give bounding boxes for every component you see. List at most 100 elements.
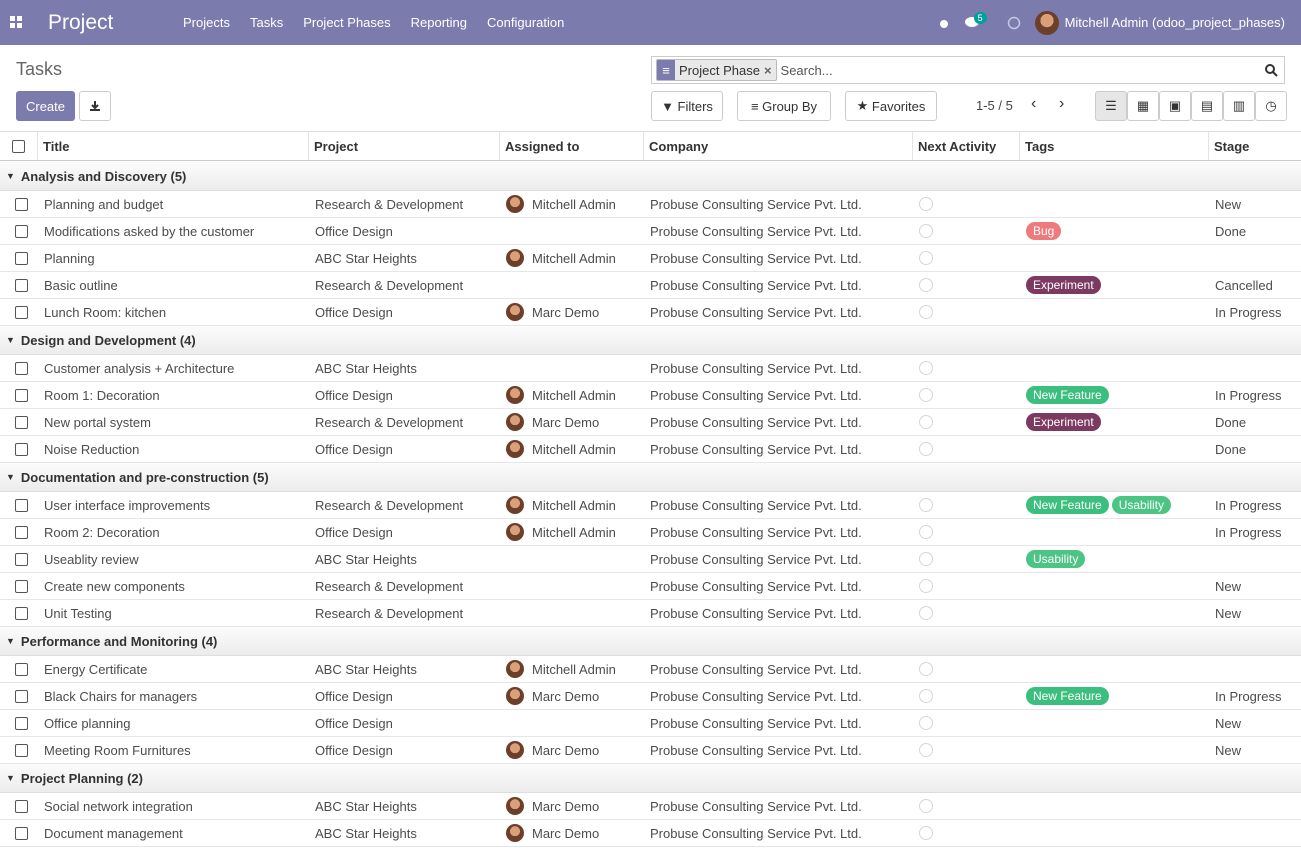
row-select[interactable] [15,683,28,709]
task-row[interactable]: Basic outline Research & Development Probu… [0,272,1301,299]
checkbox[interactable] [15,278,28,292]
task-row[interactable]: Customer analysis + Architecture ABC Star… [0,355,1301,382]
activity-icon[interactable] [919,278,933,292]
create-button[interactable]: Create [16,91,75,121]
checkbox[interactable] [15,442,28,456]
groupby-button[interactable]: ≡ Group By [737,91,831,121]
activity-icon[interactable] [919,552,933,566]
checkbox[interactable] [15,305,28,319]
checkbox[interactable] [15,662,28,676]
menu-item[interactable]: Project Phases [303,15,391,30]
activity-icon[interactable] [919,606,933,620]
checkbox[interactable] [15,743,28,757]
calendar-view[interactable]: ▣ [1159,91,1191,121]
search-bar[interactable]: ≡ Project Phase × Search... [651,56,1285,84]
checkbox[interactable] [15,579,28,593]
graph-view[interactable]: ▥ [1223,91,1255,121]
filters-button[interactable]: ▼ Filters [651,91,723,121]
activity-icon[interactable] [919,716,933,730]
row-select[interactable] [15,355,28,381]
row-select[interactable] [15,245,28,271]
pager-prev[interactable]: ‹ [1031,95,1037,112]
row-select[interactable] [15,573,28,599]
row-select[interactable] [15,656,28,682]
task-row[interactable]: Create new components Research & Developm… [0,573,1301,600]
activity-icon[interactable] [919,415,933,429]
checkbox[interactable] [15,251,28,265]
user-menu[interactable]: Mitchell Admin (odoo_project_phases) [1034,10,1285,35]
group-row[interactable]: ▼ Project Planning (2) [0,764,1301,793]
task-row[interactable]: Planning ABC Star Heights Mitchell Admin Pr… [0,245,1301,272]
checkbox[interactable] [15,361,28,375]
task-row[interactable]: Black Chairs for managers Office Design Ma… [0,683,1301,710]
row-select[interactable] [15,820,28,846]
menu-item[interactable]: Tasks [249,15,284,30]
checkbox[interactable] [15,388,28,402]
activity-icon[interactable] [919,579,933,593]
activity-icon[interactable] [919,662,933,676]
checkbox[interactable] [15,197,28,211]
activity-icon[interactable] [919,826,933,840]
pivot-view[interactable]: ▤ [1191,91,1223,121]
column-header[interactable]: Company [644,132,913,160]
activity-icon[interactable] [919,799,933,813]
task-row[interactable]: New portal system Research & Development M… [0,409,1301,436]
task-row[interactable]: Meeting Room Furnitures Office Design Marc… [0,737,1301,764]
task-row[interactable]: Energy Certificate ABC Star Heights Mitche… [0,656,1301,683]
row-select[interactable] [15,218,28,244]
task-row[interactable]: User interface improvements Research & De… [0,492,1301,519]
activity-icon[interactable] [919,525,933,539]
task-row[interactable]: Useablity review ABC Star Heights Probuse … [0,546,1301,573]
group-row[interactable]: ▼ Design and Development (4) [0,326,1301,355]
checkbox[interactable] [15,552,28,566]
kanban-view[interactable]: ▦ [1127,91,1159,121]
column-header[interactable]: Project [309,132,500,160]
row-select[interactable] [15,382,28,408]
checkbox[interactable] [15,224,28,238]
row-select[interactable] [15,191,28,217]
activity-view[interactable]: ◷ [1255,91,1287,121]
task-row[interactable]: Modifications asked by the customer Offic… [0,218,1301,245]
activity-icon[interactable] [919,251,933,265]
checkbox[interactable] [15,826,28,840]
group-row[interactable]: ▼ Analysis and Discovery (5) [0,162,1301,191]
activity-icon[interactable] [919,224,933,238]
checkbox[interactable] [15,415,28,429]
activity-icon[interactable] [919,743,933,757]
activity-icon[interactable] [919,388,933,402]
row-select[interactable] [15,546,28,572]
activity-icon[interactable] [919,305,933,319]
favorites-button[interactable]: ★ Favorites [845,91,937,121]
pager-next[interactable]: › [1059,95,1065,112]
task-row[interactable]: Room 1: Decoration Office Design Mitchell … [0,382,1301,409]
select-all[interactable] [0,132,38,160]
checkbox[interactable] [15,799,28,813]
checkbox[interactable] [15,525,28,539]
row-select[interactable] [15,272,28,298]
menu-item[interactable]: Configuration [487,15,565,30]
task-row[interactable]: Office planning Office Design Probuse Cons… [0,710,1301,737]
debug-icon[interactable] [938,17,950,29]
checkbox[interactable] [15,498,28,512]
task-row[interactable]: Noise Reduction Office Design Mitchell Adm… [0,436,1301,463]
task-row[interactable]: Planning and budget Research & Developmen… [0,191,1301,218]
row-select[interactable] [15,793,28,819]
activity-icon[interactable] [919,442,933,456]
column-header[interactable]: Next Activity [913,132,1020,160]
apps-icon[interactable] [10,16,23,29]
download-button[interactable] [79,91,111,121]
app-name[interactable]: Project [48,10,114,34]
search-input[interactable]: Search... [780,62,833,78]
row-select[interactable] [15,737,28,763]
row-select[interactable] [15,492,28,518]
list-view[interactable]: ☰ [1095,91,1127,121]
checkbox[interactable] [15,606,28,620]
row-select[interactable] [15,299,28,325]
activity-icon[interactable] [919,197,933,211]
activity-icon[interactable] [1007,16,1021,30]
row-select[interactable] [15,409,28,435]
task-row[interactable]: Document management ABC Star Heights Marc … [0,820,1301,847]
row-select[interactable] [15,519,28,545]
task-row[interactable]: Lunch Room: kitchen Office Design Marc Dem… [0,299,1301,326]
column-header[interactable]: Assigned to [500,132,644,160]
